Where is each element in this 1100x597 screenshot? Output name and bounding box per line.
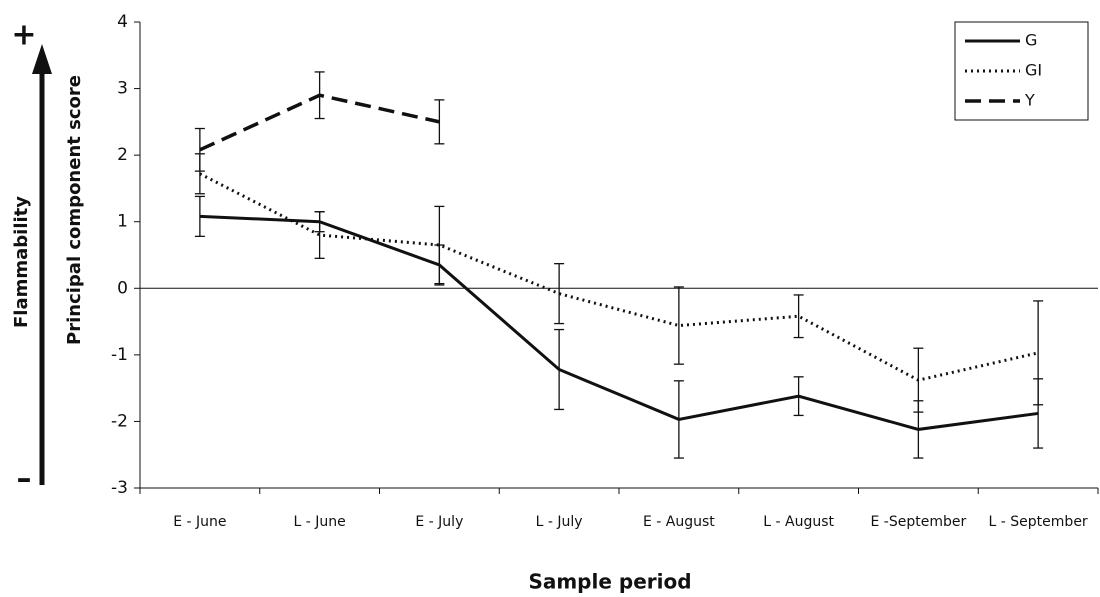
series-line <box>199 93 440 152</box>
x-tick-label: L - June <box>294 514 346 530</box>
y-tick-label: 4 <box>117 12 128 32</box>
error-bar <box>554 263 565 325</box>
x-tick-label: E - July <box>415 514 463 530</box>
y-tick-label: 1 <box>117 212 128 232</box>
error-bar <box>793 294 804 339</box>
error-bar <box>314 211 325 259</box>
error-bar <box>1033 300 1044 406</box>
x-tick-label: E -September <box>871 514 967 530</box>
x-tick-label: E - August <box>643 514 715 530</box>
error-bar <box>673 286 684 365</box>
y-axis-label: Principal component score <box>64 75 85 345</box>
x-tick-label: L - August <box>763 514 834 530</box>
series-line <box>199 214 1039 431</box>
x-tick-label: L - July <box>536 514 583 530</box>
arrow-label: Flammability <box>11 196 32 328</box>
x-tick-label: E - June <box>173 514 226 530</box>
x-axis-label: Sample period <box>528 570 691 594</box>
error-bar <box>434 205 445 285</box>
y-tick-label: 3 <box>117 79 128 99</box>
legend-label: GI <box>1025 61 1042 80</box>
y-tick-label: -3 <box>111 478 128 498</box>
legend-label: G <box>1025 31 1037 50</box>
y-tick-label: -2 <box>111 411 128 431</box>
error-bar <box>434 99 445 145</box>
y-tick-label: 0 <box>117 278 128 298</box>
y-tick-label: 2 <box>117 145 128 165</box>
arrow-bottom: – <box>17 462 32 497</box>
arrow-top: + <box>11 18 36 53</box>
y-tick-label: -1 <box>111 345 128 365</box>
legend-box <box>954 21 1089 121</box>
legend-label: Y <box>1024 91 1035 110</box>
x-tick-label: L - September <box>989 514 1088 530</box>
arrow-head <box>32 44 52 74</box>
series-line <box>199 172 1039 382</box>
